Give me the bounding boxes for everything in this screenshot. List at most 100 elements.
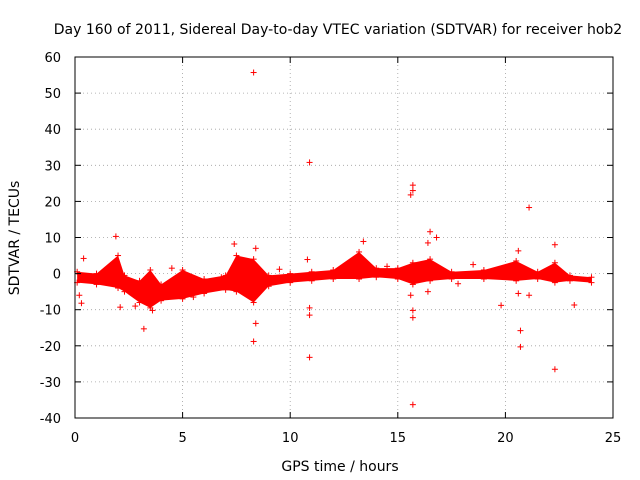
band-edge-point <box>233 252 240 259</box>
band-edge-point <box>121 288 128 295</box>
band-edge-point <box>250 299 257 306</box>
data-point <box>551 241 558 248</box>
band-edge-point <box>93 270 100 277</box>
x-tick-label: 25 <box>605 431 622 446</box>
band-edge-point <box>330 266 337 273</box>
data-point <box>424 288 431 295</box>
y-tick-label: 20 <box>44 195 61 210</box>
band-edge-point <box>427 256 434 263</box>
y-tick-label: -20 <box>40 340 61 355</box>
y-tick-label: -30 <box>40 376 61 391</box>
band-edge-point <box>566 272 573 279</box>
data-point <box>218 274 225 281</box>
data-point <box>526 292 533 299</box>
data-point <box>304 256 311 263</box>
band-edge-point <box>158 297 165 304</box>
data-point <box>409 187 416 194</box>
band-edge-point <box>179 295 186 302</box>
band-edge-point <box>373 274 380 281</box>
data-point <box>231 240 238 247</box>
band-edge-point <box>551 279 558 286</box>
y-tick-label: 0 <box>53 268 61 283</box>
data-point <box>252 320 259 327</box>
y-tick-label: -40 <box>40 412 61 427</box>
y-tick-label: 50 <box>44 87 61 102</box>
data-point <box>526 204 533 211</box>
x-axis-label: GPS time / hours <box>281 459 398 475</box>
data-point <box>515 247 522 254</box>
data-point <box>407 191 414 198</box>
data-point <box>117 304 124 311</box>
x-tick-label: 0 <box>71 431 79 446</box>
data-point <box>250 69 257 76</box>
band-edge-point <box>394 265 401 272</box>
band-edge-point <box>222 272 229 279</box>
data-point <box>168 265 175 272</box>
data-point <box>517 327 524 334</box>
y-tick-label: 40 <box>44 123 61 138</box>
band-edge-point <box>115 285 122 292</box>
data-point <box>140 325 147 332</box>
band-edge-point <box>121 272 128 279</box>
data-point <box>250 338 257 345</box>
grid <box>75 57 613 418</box>
band-edge-point <box>588 279 595 286</box>
x-tick-label: 15 <box>390 431 407 446</box>
data-point <box>515 290 522 297</box>
band-edge-point <box>448 276 455 283</box>
band-edge-point <box>588 274 595 281</box>
data-point <box>409 314 416 321</box>
band-edge-point <box>409 281 416 288</box>
band-edge-point <box>480 276 487 283</box>
data-point <box>409 307 416 314</box>
data-point <box>252 245 259 252</box>
data-point <box>80 255 87 262</box>
band-edge-point <box>136 299 143 306</box>
band-edge-point <box>427 277 434 284</box>
band-edge-point <box>534 276 541 283</box>
data-point <box>384 263 391 270</box>
x-tick-label: 20 <box>497 431 514 446</box>
band-edge-point <box>179 266 186 273</box>
data-point <box>112 233 119 240</box>
band-edge-point <box>308 268 315 275</box>
band-edge-point <box>233 288 240 295</box>
band-edge-point <box>448 268 455 275</box>
band-edge-point <box>566 277 573 284</box>
band-edge-point <box>287 279 294 286</box>
band-edge-point <box>394 276 401 283</box>
x-tick-label: 10 <box>282 431 299 446</box>
data-point <box>427 228 434 235</box>
x-tick-label: 5 <box>178 431 186 446</box>
data-point <box>306 159 313 166</box>
y-axis-label: SDTVAR / TECUs <box>7 181 23 296</box>
data-point <box>306 354 313 361</box>
band-edge-point <box>147 266 154 273</box>
band-edge-point <box>93 281 100 288</box>
band-edge-point <box>356 248 363 255</box>
band-edge-point <box>356 276 363 283</box>
band-edge-point <box>513 257 520 264</box>
data-point <box>433 234 440 241</box>
band-edge-point <box>201 290 208 297</box>
y-tick-label: -10 <box>40 304 61 319</box>
data-band <box>77 251 592 308</box>
data-point <box>190 294 197 301</box>
band-edge-point <box>265 283 272 290</box>
band-edge-point <box>265 272 272 279</box>
data-point <box>470 261 477 268</box>
data-point <box>341 263 347 270</box>
data-points <box>74 69 595 408</box>
band-edge-point <box>534 268 541 275</box>
band-edge-point <box>373 265 380 272</box>
band-edge-point <box>158 281 165 288</box>
band-edge-point <box>513 277 520 284</box>
band-edge-point <box>136 277 143 284</box>
data-point <box>409 182 416 189</box>
data-point <box>306 304 313 311</box>
data-point <box>132 303 139 310</box>
data-point <box>571 302 578 309</box>
band-edge-point <box>551 259 558 266</box>
y-tick-label: 60 <box>44 51 61 66</box>
